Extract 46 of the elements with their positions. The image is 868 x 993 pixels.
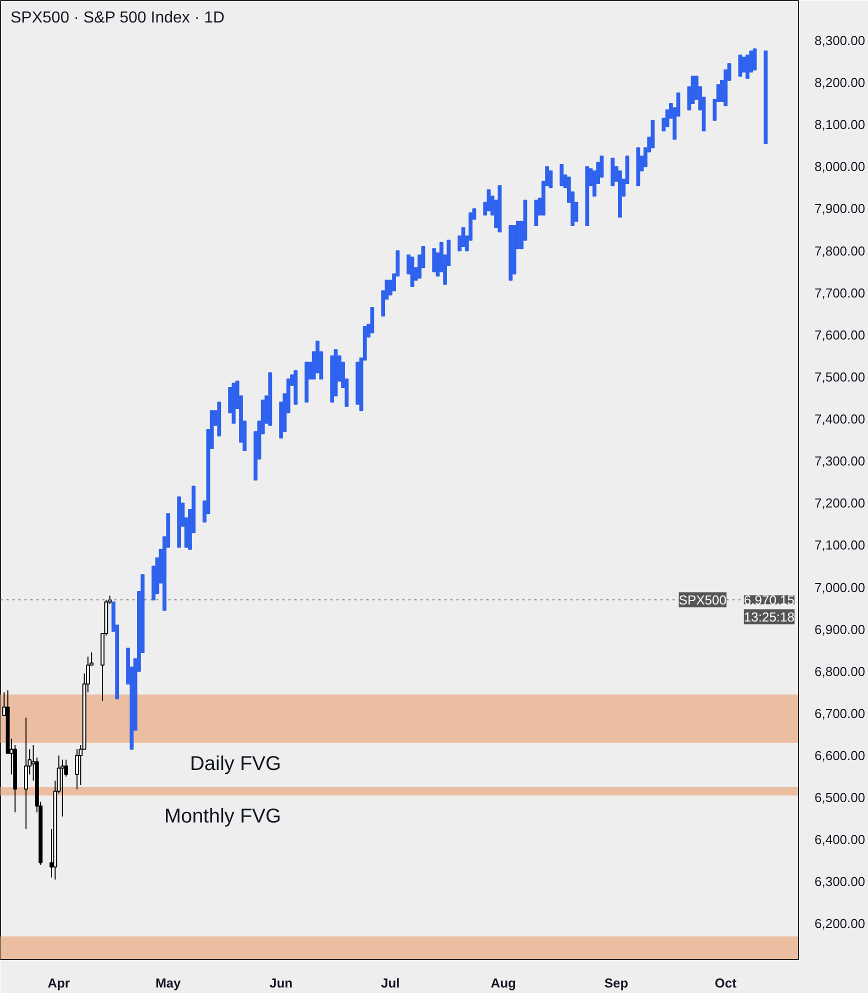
candlestick [432,248,436,272]
candlestick [560,164,564,186]
y-tick-label: 7,000.00 [814,580,866,595]
y-tick-label: 6,400.00 [814,832,866,848]
y-tick-label: 8,200.00 [814,75,866,90]
x-tick-label: Oct [714,976,738,990]
annotation: 13:25:18 [744,609,795,624]
text: SPX500 · S&P 500 Index · 1D [10,10,225,26]
candlestick [60,759,64,817]
x-tick-label: Sep [604,976,628,990]
annotation: 6,970.15 [744,592,795,608]
y-tick-label: 7,600.00 [814,327,866,342]
candlestick [486,189,491,212]
candlestick [461,227,466,248]
candlestick [738,54,742,77]
y-tick-label: 8,100.00 [814,117,866,132]
ref-line-label: SPX500 [678,592,726,608]
candlestick [75,748,79,790]
y-tick-label: 7,900.00 [814,201,866,216]
y-tick-label: 7,100.00 [814,538,866,553]
candlestick [548,170,553,188]
x-tick-label: Jul [381,976,400,990]
y-tick-label: 6,500.00 [814,790,866,806]
y-tick-label: 6,600.00 [814,748,866,763]
candlestick [752,48,757,70]
y-tick-label: 7,200.00 [814,496,866,511]
x-tick-label: Apr [48,976,70,990]
candlestick [24,717,28,830]
x-tick-label: May [155,976,182,990]
band-label: Monthly FVG [164,805,282,828]
y-tick-label: 6,200.00 [814,916,866,932]
y-tick-label: 7,800.00 [814,243,866,258]
y-tick-label: 6,700.00 [814,706,866,721]
y-tick-label: 7,700.00 [814,285,866,300]
y-tick-label: 7,400.00 [814,412,866,427]
x-tick-label: Aug [490,976,516,990]
candlestick [746,54,750,79]
y-tick-label: 8,000.00 [814,159,866,174]
y-tick-label: 8,300.00 [814,32,866,48]
band-label: Daily FVG [190,752,282,775]
y-tick-label: 7,500.00 [814,369,866,384]
y-tick-label: 6,300.00 [814,874,866,890]
y-tick-label: 6,900.00 [814,622,866,637]
y-tick-label: 7,300.00 [814,454,866,469]
y-tick-label: 6,800.00 [814,664,866,679]
x-tick-label: Jun [270,976,293,990]
